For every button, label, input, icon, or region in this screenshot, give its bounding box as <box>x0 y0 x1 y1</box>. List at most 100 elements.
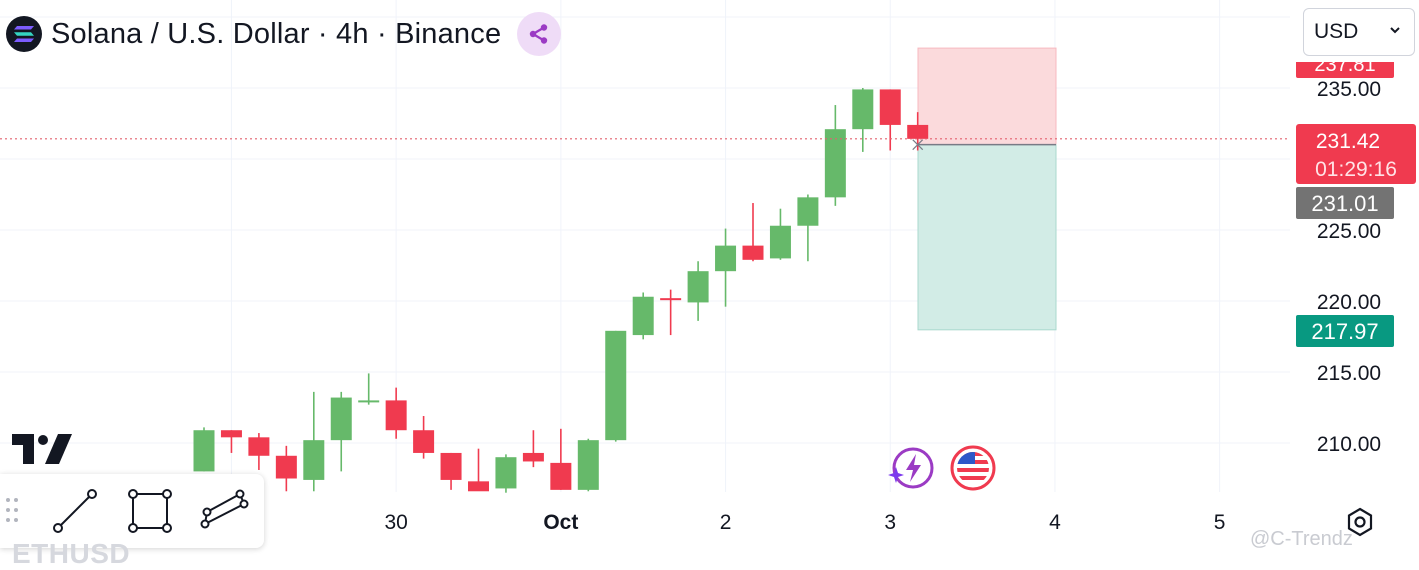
settings-gear-icon[interactable] <box>1344 506 1376 538</box>
lightning-badge-icon[interactable] <box>888 445 934 491</box>
entry-price-text: 231.01 <box>1311 191 1378 216</box>
currency-select[interactable]: USD <box>1303 8 1415 56</box>
candle-body <box>248 437 270 456</box>
rectangle-tool[interactable] <box>125 486 175 536</box>
target-price-label <box>1296 315 1394 347</box>
candle <box>687 261 709 321</box>
candle <box>275 445 297 492</box>
reward-zone <box>917 144 1057 331</box>
parallel-channel-tool[interactable] <box>200 486 250 536</box>
candle-body <box>715 245 737 272</box>
risk-zone <box>917 47 1057 146</box>
candle <box>413 416 435 459</box>
candle-body <box>769 225 791 259</box>
time-tick-label: 4 <box>1049 511 1061 534</box>
currency-value: USD <box>1314 20 1359 43</box>
candle <box>742 203 764 262</box>
candle <box>220 430 242 453</box>
candle-body <box>468 481 489 492</box>
candle <box>330 391 352 472</box>
price-axis[interactable]: 235.00 225.00 220.00 215.00 210.00 <box>1317 78 1381 456</box>
candle <box>660 289 682 336</box>
time-tick-label: 2 <box>720 511 732 534</box>
candle-body <box>687 271 709 303</box>
chart-header: Solana / U.S. Dollar · 4h · Binance <box>6 12 562 56</box>
candle <box>797 194 819 262</box>
time-axis[interactable]: 30 Oct 2 3 4 5 <box>384 511 1225 534</box>
candle-body <box>495 457 517 489</box>
candle-body <box>577 440 599 490</box>
candle <box>385 387 407 439</box>
long-position-tool[interactable] <box>917 47 1057 331</box>
candle <box>577 438 599 492</box>
watermark: @C-Trendz <box>1250 528 1353 551</box>
candle-body <box>303 440 325 480</box>
candle <box>550 428 572 490</box>
compare-symbol-ghost: ETHUSD <box>12 538 131 569</box>
candle-body <box>797 197 819 226</box>
entry-price-label <box>1296 187 1394 219</box>
rectangle-icon <box>128 489 172 533</box>
tradingview-logo-icon <box>12 434 72 464</box>
drawing-toolbar <box>0 474 264 548</box>
trend-line-tool[interactable] <box>50 486 100 536</box>
candle <box>824 105 846 206</box>
price-tick-label: 225.00 <box>1317 220 1381 243</box>
candle-body <box>907 124 929 139</box>
candles-series <box>193 88 929 493</box>
candle <box>632 292 654 340</box>
price-tick-label: 210.00 <box>1317 433 1381 456</box>
candle <box>193 427 215 472</box>
candle <box>303 391 325 492</box>
time-tick-label: Oct <box>543 511 578 534</box>
candle-body <box>660 298 682 301</box>
candle-body <box>852 89 874 130</box>
candle <box>248 433 270 470</box>
price-tick-label: 215.00 <box>1317 362 1381 385</box>
candle-body <box>440 452 462 480</box>
candle-body <box>824 129 846 198</box>
candle-body <box>358 400 380 403</box>
last-price-label <box>1296 124 1416 184</box>
last-price-text: 231.42 <box>1316 130 1380 153</box>
watermark-text: @C-Trendz <box>1250 528 1353 550</box>
candle <box>440 452 462 490</box>
candle <box>769 208 791 260</box>
candle-body <box>742 245 764 260</box>
price-tick-label: 235.00 <box>1317 78 1381 101</box>
us-flag-event-icon[interactable] <box>950 445 996 491</box>
parallel-channel-icon <box>200 489 249 529</box>
countdown-text: 01:29:16 <box>1315 158 1397 181</box>
chart-grid <box>0 0 1290 492</box>
candle <box>522 430 544 468</box>
candle <box>852 88 874 152</box>
candle <box>605 330 627 442</box>
candle <box>495 454 517 493</box>
candle-body <box>605 330 627 441</box>
price-tick-label: 220.00 <box>1317 291 1381 314</box>
share-button[interactable] <box>517 12 562 56</box>
candle-body <box>385 400 407 431</box>
candle-body <box>220 430 242 438</box>
chevron-down-icon <box>1390 27 1400 34</box>
candle-body <box>193 430 215 472</box>
cursor-cross <box>912 139 924 151</box>
candle <box>715 228 737 307</box>
solana-logo-icon <box>6 16 42 52</box>
share-icon <box>530 24 548 44</box>
trend-line-icon <box>53 489 97 533</box>
target-price-text: 217.97 <box>1311 319 1378 344</box>
cursor-cross-mark <box>912 139 924 151</box>
symbol-title: Solana / U.S. Dollar · 4h · Binance <box>51 17 502 50</box>
candle-body <box>550 462 572 490</box>
candle-body <box>879 89 901 125</box>
time-tick-label: 30 <box>384 511 407 534</box>
candle <box>358 373 380 405</box>
drag-handle-icon[interactable] <box>4 496 22 526</box>
time-tick-label: 5 <box>1214 511 1226 534</box>
candle-body <box>522 452 544 462</box>
candle-body <box>275 455 297 479</box>
candle-body <box>632 296 654 336</box>
